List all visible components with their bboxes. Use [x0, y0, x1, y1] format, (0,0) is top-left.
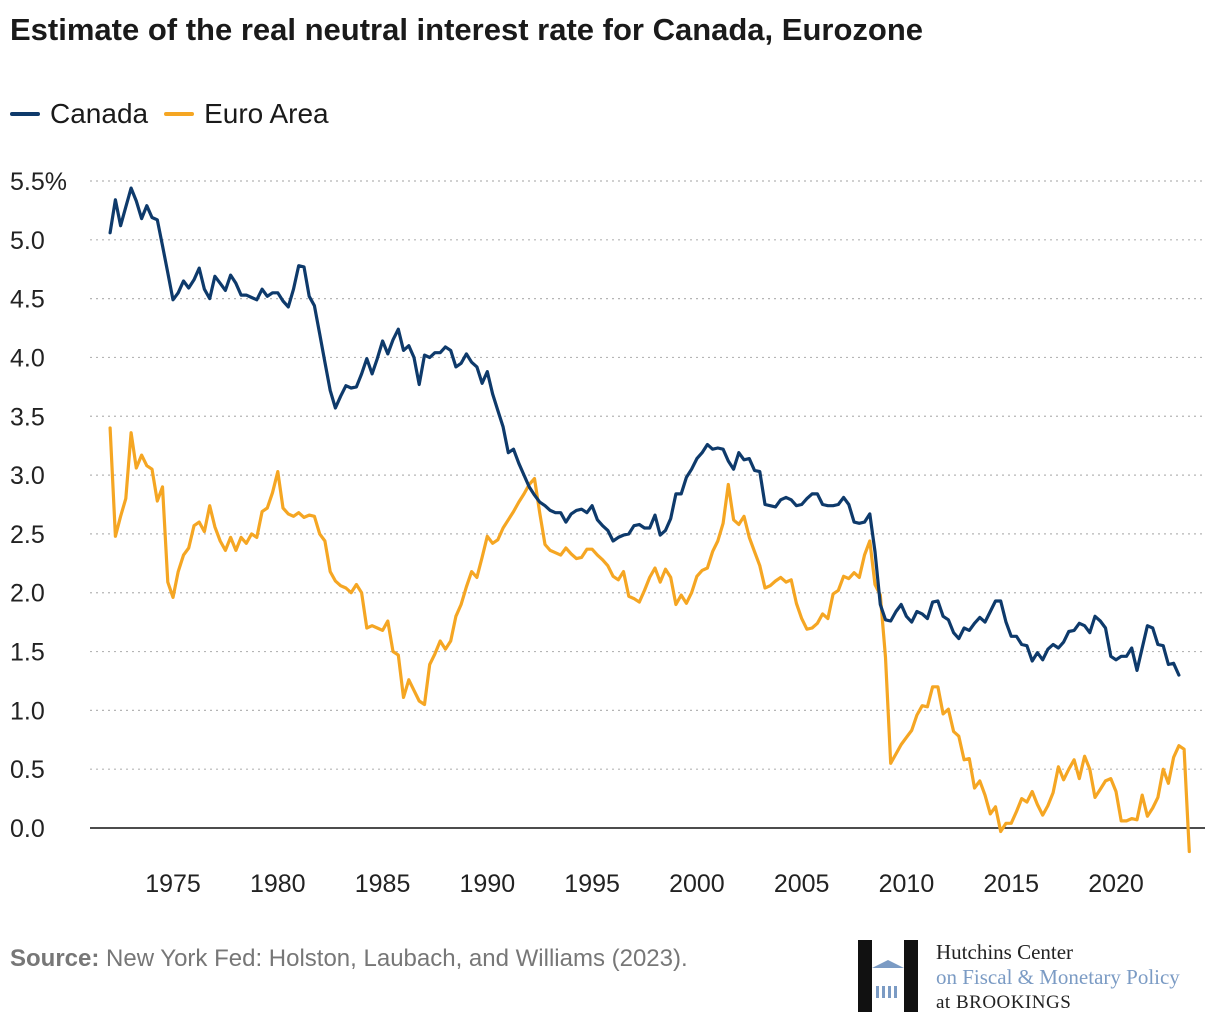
logo-line-1: Hutchins Center: [936, 940, 1074, 964]
source-note: Source: New York Fed: Holston, Laubach, …: [10, 945, 688, 973]
x-tick-label: 1995: [564, 870, 620, 898]
series-line-canada: [108, 186, 1181, 677]
line-chart: 0.0 0.5 1.0 1.5 2.0 2.5 3.0 3.5 4.0 4.5 5.0 5.5% 19…: [10, 168, 1205, 898]
y-tick-label: 5.5%: [10, 168, 67, 196]
x-tick-label: 2000: [669, 870, 725, 898]
x-tick-label: 2015: [983, 870, 1039, 898]
logo-line-3: at BROOKINGS: [936, 990, 1180, 1015]
x-tick-label: 1980: [250, 870, 306, 898]
gridlines: [90, 180, 1205, 829]
y-tick-label: 0.5: [10, 756, 45, 784]
x-tick-label: 2010: [879, 870, 935, 898]
x-tick-label: 1975: [145, 870, 201, 898]
hutchins-logo: Hutchins Center on Fiscal & Monetary Pol…: [858, 940, 1218, 1018]
legend-swatch-canada: [10, 112, 40, 116]
legend: Canada Euro Area: [10, 98, 345, 130]
source-text: New York Fed: Holston, Laubach, and Will…: [106, 945, 688, 972]
y-tick-label: 1.5: [10, 639, 45, 667]
y-tick-label: 4.0: [10, 344, 45, 372]
hutchins-h-logo-icon: [858, 940, 918, 1012]
x-tick-label: 1985: [355, 870, 411, 898]
y-tick-label: 4.5: [10, 286, 45, 314]
x-tick-label: 2020: [1088, 870, 1144, 898]
y-tick-label: 0.0: [10, 815, 45, 843]
legend-swatch-euro-area: [164, 112, 195, 116]
legend-item-canada: Canada: [10, 98, 148, 130]
x-axis-tick-labels: 1975 1980 1985 1990 1995 2000 2005 2010 2015 2020: [145, 870, 1144, 898]
legend-label-canada: Canada: [50, 98, 149, 129]
y-tick-label: 3.0: [10, 462, 45, 490]
series-line-euro-area: [108, 426, 1191, 854]
x-tick-label: 2005: [774, 870, 830, 898]
logo-line-3-prefix: at: [936, 992, 956, 1013]
y-tick-label: 2.0: [10, 580, 45, 608]
logo-line-2: on Fiscal & Monetary Policy: [936, 965, 1180, 989]
y-tick-label: 1.0: [10, 697, 45, 725]
chart-title: Estimate of the real neutral interest ra…: [10, 12, 924, 47]
y-axis-tick-labels: 0.0 0.5 1.0 1.5 2.0 2.5 3.0 3.5 4.0 4.5 5.0 5.5%: [10, 168, 67, 843]
source-label: Source:: [10, 945, 100, 972]
legend-label-euro-area: Euro Area: [204, 98, 329, 129]
x-tick-label: 1990: [460, 870, 516, 898]
y-tick-label: 3.5: [10, 403, 45, 431]
legend-item-euro-area: Euro Area: [164, 98, 329, 130]
y-tick-label: 5.0: [10, 227, 45, 255]
logo-line-3-org: BROOKINGS: [955, 992, 1072, 1013]
series-lines: [108, 186, 1191, 854]
y-tick-label: 2.5: [10, 521, 45, 549]
